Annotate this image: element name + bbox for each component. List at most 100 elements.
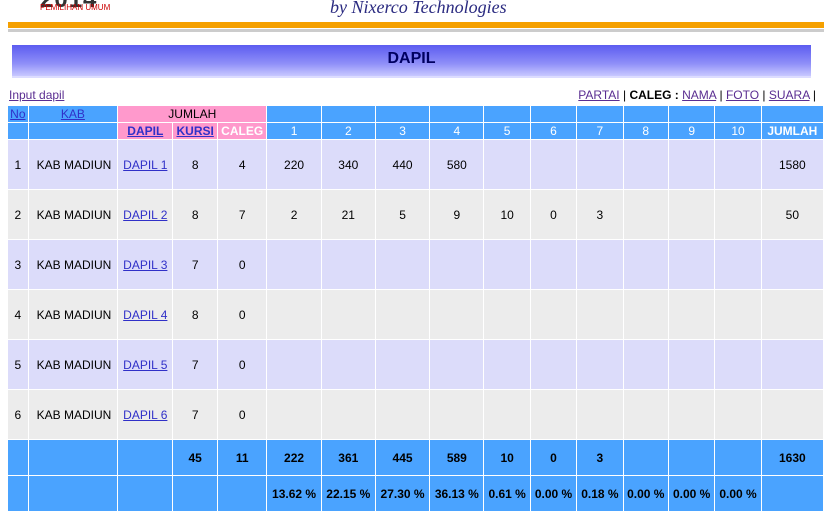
cell: 0.00 % bbox=[668, 476, 715, 511]
table-row: 1 KAB MADIUN DAPIL 1 8 4 220 340 440 580 1580 bbox=[8, 140, 823, 189]
cell: 220 bbox=[267, 140, 321, 189]
cell bbox=[623, 290, 668, 339]
cell bbox=[484, 340, 530, 389]
logo: 2014 bbox=[40, 0, 97, 14]
header-cell bbox=[623, 106, 668, 122]
cell bbox=[321, 240, 375, 289]
cell: 7 bbox=[173, 390, 217, 439]
cell: 445 bbox=[375, 440, 430, 475]
cell bbox=[430, 290, 484, 339]
cell: 3 bbox=[577, 440, 623, 475]
header-cell bbox=[484, 106, 530, 122]
cell bbox=[668, 440, 715, 475]
cell bbox=[530, 290, 577, 339]
cell: DAPIL 6 bbox=[118, 390, 173, 439]
cell bbox=[623, 140, 668, 189]
foto-link[interactable]: FOTO bbox=[725, 88, 760, 102]
cell bbox=[430, 240, 484, 289]
header-cell: 1 bbox=[267, 123, 321, 139]
tagline: by Nixerco Technologies bbox=[330, 0, 507, 17]
cell bbox=[668, 340, 715, 389]
cell bbox=[267, 240, 321, 289]
cell: 7 bbox=[173, 340, 217, 389]
cell: 1630 bbox=[761, 440, 823, 475]
toolbar: PARTAI | CALEG : NAMA | FOTO | SUARA | bbox=[578, 88, 816, 102]
header-cell: 8 bbox=[623, 123, 668, 139]
cell bbox=[28, 440, 118, 475]
cell: 1580 bbox=[761, 140, 823, 189]
cell bbox=[8, 123, 28, 139]
link[interactable]: KURSI bbox=[176, 124, 214, 138]
cell bbox=[321, 290, 375, 339]
cell: 36.13 % bbox=[430, 476, 484, 511]
link[interactable]: KAB bbox=[60, 107, 85, 121]
cell bbox=[530, 390, 577, 439]
header-cell: 10 bbox=[715, 123, 761, 139]
cell: 361 bbox=[321, 440, 375, 475]
header-cell: 2 bbox=[321, 123, 375, 139]
cell: 0.00 % bbox=[623, 476, 668, 511]
link[interactable]: No bbox=[10, 107, 26, 121]
cell bbox=[761, 290, 823, 339]
cell bbox=[577, 240, 623, 289]
cell: 2 bbox=[8, 190, 28, 239]
cell: 222 bbox=[267, 440, 321, 475]
cell: 0.61 % bbox=[484, 476, 530, 511]
link[interactable]: DAPIL 1 bbox=[123, 157, 168, 172]
header-cell: 4 bbox=[430, 123, 484, 139]
cell bbox=[530, 340, 577, 389]
cell bbox=[267, 290, 321, 339]
header-cell: 9 bbox=[668, 123, 715, 139]
cell bbox=[267, 340, 321, 389]
cell bbox=[321, 340, 375, 389]
cell: 13.62 % bbox=[267, 476, 321, 511]
link[interactable]: DAPIL 2 bbox=[123, 207, 168, 222]
cell bbox=[623, 240, 668, 289]
header-cell bbox=[530, 106, 577, 122]
cell: 2 bbox=[267, 190, 321, 239]
cell bbox=[118, 476, 173, 511]
cell: DAPIL 1 bbox=[118, 140, 173, 189]
cell: KAB MADIUN bbox=[28, 140, 118, 189]
cell: 0.00 % bbox=[530, 476, 577, 511]
cell bbox=[761, 240, 823, 289]
link[interactable]: DAPIL 6 bbox=[123, 407, 168, 422]
header-cell bbox=[715, 106, 761, 122]
cell: 9 bbox=[430, 190, 484, 239]
suara-link[interactable]: SUARA bbox=[768, 88, 810, 102]
cell: 0 bbox=[217, 340, 267, 389]
cell bbox=[430, 390, 484, 439]
cell: 440 bbox=[375, 140, 430, 189]
cell bbox=[577, 390, 623, 439]
cell: 589 bbox=[430, 440, 484, 475]
header-cell bbox=[430, 106, 484, 122]
input-link[interactable]: Input dapil bbox=[9, 88, 65, 102]
cell bbox=[321, 390, 375, 439]
cell: DAPIL 3 bbox=[118, 240, 173, 289]
cell bbox=[668, 290, 715, 339]
link[interactable]: DAPIL 4 bbox=[123, 307, 168, 322]
cell bbox=[715, 440, 761, 475]
cell bbox=[8, 440, 28, 475]
header-cell bbox=[577, 106, 623, 122]
cell bbox=[173, 476, 217, 511]
cell bbox=[267, 390, 321, 439]
link[interactable]: DAPIL 5 bbox=[123, 357, 168, 372]
cell bbox=[577, 340, 623, 389]
cell: 8 bbox=[173, 290, 217, 339]
cell bbox=[715, 390, 761, 439]
cell bbox=[668, 140, 715, 189]
link[interactable]: DAPIL 3 bbox=[123, 257, 168, 272]
link[interactable]: DAPIL bbox=[127, 124, 164, 138]
cell bbox=[668, 190, 715, 239]
nama-link[interactable]: NAMA bbox=[682, 88, 717, 102]
cell: 0 bbox=[530, 190, 577, 239]
header-cell: JUMLAH bbox=[118, 106, 267, 122]
table-row: 45 11 222 361 445 589 10 0 3 1630 bbox=[8, 440, 823, 475]
partai-link[interactable]: PARTAI bbox=[578, 88, 620, 102]
cell bbox=[28, 476, 118, 511]
cell: KAB MADIUN bbox=[28, 240, 118, 289]
cell bbox=[484, 140, 530, 189]
cell: 3 bbox=[577, 190, 623, 239]
cell: KAB bbox=[28, 106, 118, 122]
